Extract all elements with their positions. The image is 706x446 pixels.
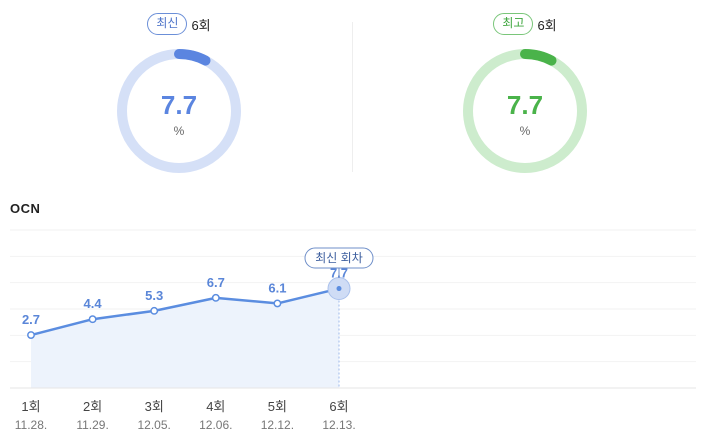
- latest-rating-value: 7.7: [160, 90, 198, 120]
- latest-episode-callout: 최신 회차: [304, 247, 374, 278]
- channel-title: OCN: [10, 201, 41, 216]
- value-label: 6.7: [207, 275, 225, 290]
- latest-rating-card: 최신 6회 7.7 %: [79, 10, 279, 185]
- best-rating-value: 7.7: [506, 90, 544, 120]
- best-ring-progress: [463, 49, 587, 173]
- best-rating-header: 최고 6회: [425, 13, 625, 35]
- data-point: [150, 306, 159, 315]
- latest-ring-graphic: [117, 49, 241, 173]
- data-point: [273, 299, 282, 308]
- x-label-episode: 6회: [329, 399, 348, 414]
- latest-rating-ring: 7.7 %: [116, 48, 242, 174]
- value-label: 2.7: [22, 312, 40, 327]
- best-badge: 최고: [493, 13, 534, 35]
- stat-divider: [352, 22, 353, 172]
- best-rating-card: 최고 6회 7.7 %: [425, 10, 625, 185]
- x-label-episode: 5회: [268, 399, 287, 414]
- best-rating-unit: %: [519, 124, 531, 138]
- x-label-date: 12.06.: [199, 418, 232, 432]
- x-label-date: 12.13.: [322, 418, 355, 432]
- latest-point: [336, 286, 342, 292]
- ratings-line-chart: 2.74.45.36.7 6.17.7 1회11.28.2회11.29.3회12.…: [10, 229, 696, 432]
- ratings-line: [30, 287, 340, 337]
- best-rating-ring: 7.7 %: [462, 48, 588, 174]
- x-label-episode: 4회: [206, 399, 225, 414]
- best-episode: 6회: [537, 17, 557, 33]
- latest-rating-header: 최신 6회: [79, 13, 279, 35]
- latest-rating-unit: %: [173, 124, 185, 138]
- x-label-episode: 1회: [21, 399, 40, 414]
- value-labels: 2.74.45.36.7 6.17.7: [22, 266, 348, 327]
- data-points: [27, 277, 351, 339]
- x-axis-labels: 1회 11.28. 2회 11.29. 3회 12.05. 4회 12.06. 5회 12.12.…: [15, 399, 356, 432]
- latest-ring-progress: [117, 49, 241, 173]
- x-label-episode: 2회: [83, 399, 102, 414]
- x-label-date: 12.05.: [138, 418, 171, 432]
- chart-area-fill: [31, 288, 339, 388]
- x-label-episode: 3회: [145, 399, 164, 414]
- value-label: 5.3: [145, 288, 163, 303]
- value-label: 4.4: [84, 296, 103, 311]
- data-point: [27, 331, 35, 339]
- data-point: [88, 315, 97, 324]
- best-ring-graphic: [463, 49, 587, 173]
- value-label: 6.1: [268, 280, 286, 295]
- data-point: [211, 293, 220, 302]
- callout-text: 최신 회차: [315, 251, 363, 265]
- latest-badge: 최신: [147, 13, 188, 35]
- x-label-date: 12.12.: [261, 418, 294, 432]
- x-label-date: 11.28.: [15, 418, 47, 432]
- latest-episode: 6회: [191, 17, 211, 33]
- x-label-date: 11.29.: [76, 418, 108, 432]
